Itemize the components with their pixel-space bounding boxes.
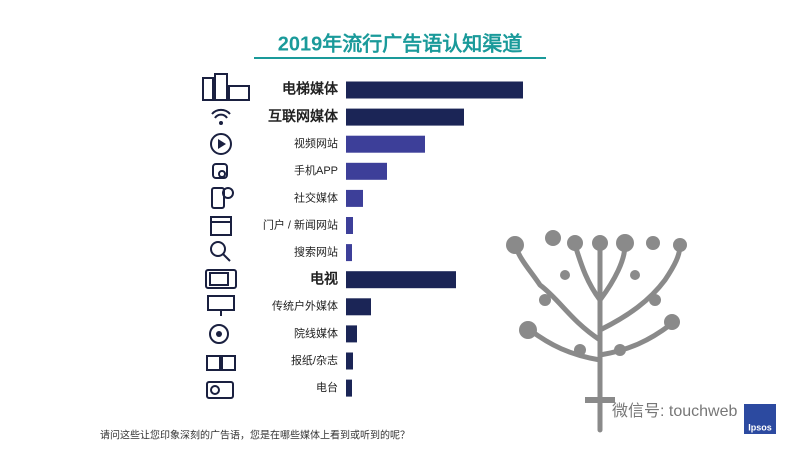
bar	[346, 352, 353, 370]
bar	[346, 271, 456, 289]
chart-title: 2019年流行广告语认知渠道	[278, 31, 523, 55]
logo-box	[744, 404, 776, 434]
bar	[346, 325, 357, 343]
bar	[346, 189, 363, 207]
bar	[346, 244, 352, 262]
bar	[346, 108, 464, 126]
category-label: 视频网站	[294, 136, 338, 150]
tree-illustration	[506, 230, 687, 433]
category-label: 报纸/杂志	[291, 353, 338, 367]
bar	[346, 81, 523, 99]
category-label: 院线媒体	[294, 326, 338, 340]
category-label: 手机APP	[294, 163, 338, 177]
bar	[346, 298, 371, 316]
category-label: 门户 / 新闻网站	[263, 217, 338, 231]
category-label: 传统户外媒体	[272, 299, 338, 313]
icons	[202, 73, 250, 399]
footnote: 请问这些让您印象深刻的广告语，您是在哪些媒体上看到或听到的呢？	[100, 429, 410, 442]
bar	[346, 217, 353, 234]
watermark: 微信号: touchweb	[612, 402, 737, 420]
category-label: 社交媒体	[294, 190, 338, 204]
bar	[346, 379, 352, 397]
bar	[346, 135, 425, 153]
bar	[346, 162, 387, 180]
category-label: 电梯媒体	[282, 81, 339, 97]
logo: Ipsos	[748, 422, 772, 432]
category-label: 电台	[316, 380, 338, 394]
category-label: 互联网媒体	[268, 108, 339, 124]
category-label: 电视	[310, 270, 338, 286]
category-label: 搜索网站	[294, 245, 338, 259]
